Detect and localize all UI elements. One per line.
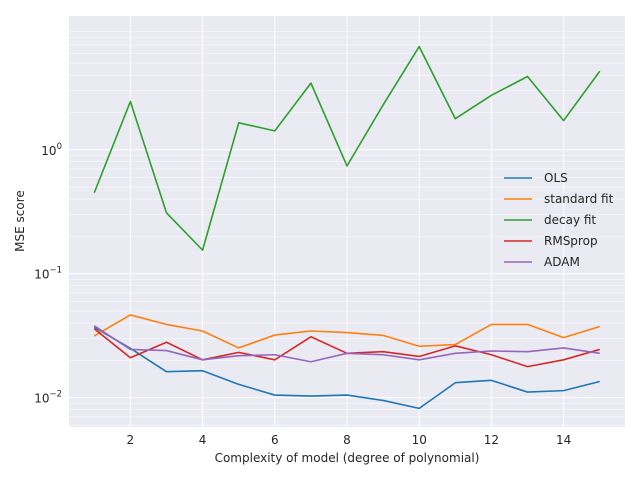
legend: OLS standard fit decay fit RMSprop ADAM (504, 171, 614, 269)
legend-label: ADAM (544, 255, 580, 269)
x-tick-label: 2 (127, 433, 135, 447)
legend-label: OLS (544, 171, 568, 185)
x-tick-labels: 2 4 6 8 10 12 14 (127, 433, 572, 447)
x-tick-label: 8 (343, 433, 351, 447)
y-tick-labels: 10−2 10−1 100 (34, 142, 62, 406)
y-axis-label: MSE score (13, 190, 27, 252)
grid (69, 16, 625, 427)
series-lines (93, 45, 601, 410)
legend-label: decay fit (544, 213, 596, 227)
legend-label: RMSprop (544, 234, 598, 248)
y-tick-label: 10−2 (34, 390, 62, 406)
series-line-ols (93, 326, 600, 410)
x-tick-label: 12 (484, 433, 499, 447)
series-line-standard-fit (93, 314, 600, 349)
x-tick-label: 14 (556, 433, 571, 447)
x-axis-label: Complexity of model (degree of polynomia… (215, 451, 480, 465)
legend-label: standard fit (544, 192, 614, 206)
series-line-decay-fit (93, 45, 601, 251)
y-tick-label: 100 (41, 142, 62, 158)
y-tick-label: 10−1 (34, 266, 62, 282)
x-tick-label: 4 (199, 433, 207, 447)
series-line-adam (93, 325, 600, 363)
x-tick-label: 6 (271, 433, 279, 447)
x-tick-label: 10 (412, 433, 427, 447)
